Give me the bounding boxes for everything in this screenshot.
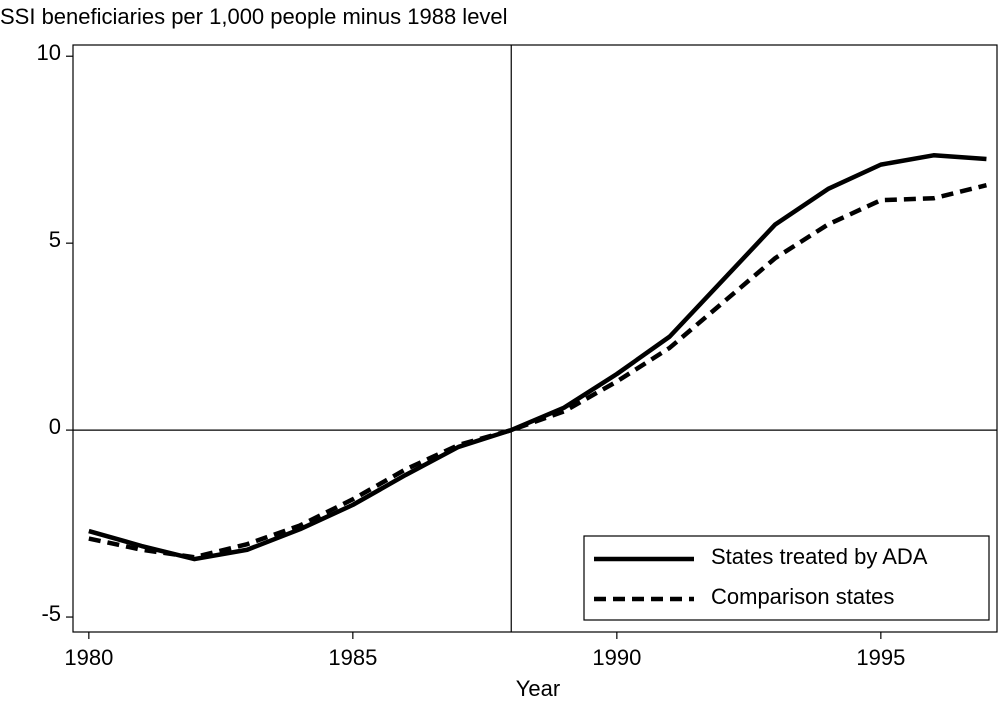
legend-label: States treated by ADA [711, 544, 928, 569]
y-tick-label: 5 [49, 227, 61, 252]
y-tick-label: -5 [41, 601, 61, 626]
x-tick-label: 1995 [856, 645, 905, 670]
legend-label: Comparison states [711, 584, 894, 609]
chart-title: SSI beneficiaries per 1,000 people minus… [0, 4, 508, 29]
y-tick-label: 10 [37, 40, 61, 65]
x-axis-label: Year [516, 676, 560, 701]
legend-box [583, 535, 990, 621]
x-tick-label: 1980 [64, 645, 113, 670]
plot-frame [72, 44, 998, 633]
x-tick-label: 1990 [592, 645, 641, 670]
x-tick-label: 1985 [328, 645, 377, 670]
series-line [88, 183, 987, 560]
y-tick-label: 0 [49, 414, 61, 439]
